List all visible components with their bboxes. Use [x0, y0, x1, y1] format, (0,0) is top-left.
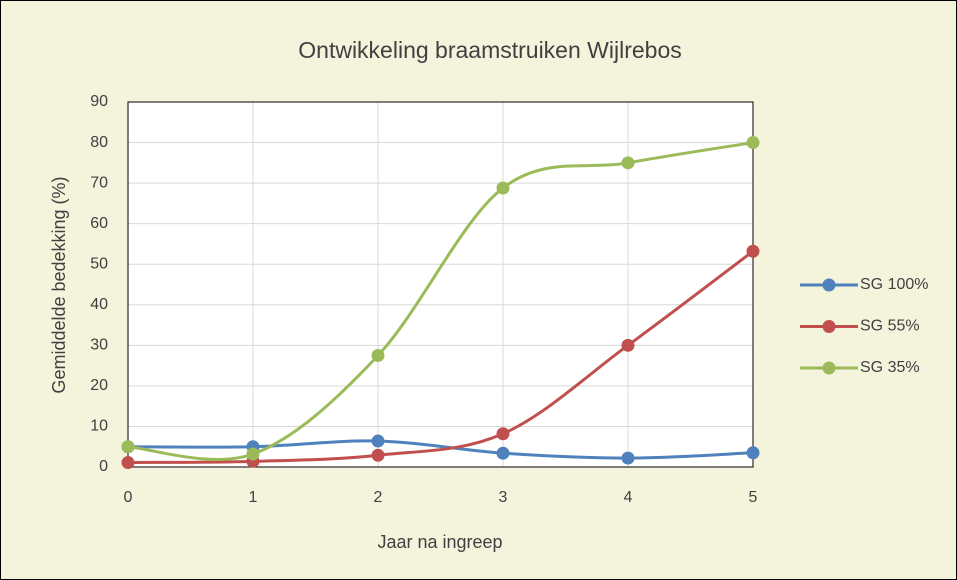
x-tick-label: 1	[249, 489, 258, 506]
marker	[371, 448, 385, 462]
x-tick-label: 0	[124, 489, 133, 506]
y-axis-label: Gemiddelde bedekking (%)	[49, 176, 69, 393]
marker	[621, 451, 635, 465]
legend-marker	[822, 278, 836, 292]
y-tick-label: 30	[90, 337, 108, 354]
y-tick-label: 60	[90, 215, 108, 232]
x-axis-label: Jaar na ingreep	[377, 532, 502, 552]
legend-label: SG 100%	[860, 276, 928, 293]
marker	[371, 434, 385, 448]
y-tick-label: 70	[90, 174, 108, 191]
marker	[371, 348, 385, 362]
plot-border	[127, 101, 754, 468]
x-tick-label: 5	[749, 489, 758, 506]
series-line	[126, 141, 755, 461]
plot-area	[128, 102, 753, 467]
series-line	[126, 249, 755, 465]
legend-marker	[822, 361, 836, 375]
x-tick-label: 2	[374, 489, 383, 506]
marker	[746, 446, 760, 460]
marker	[746, 136, 760, 150]
marker	[621, 338, 635, 352]
y-tick-label: 0	[99, 458, 108, 475]
y-tick-label: 90	[90, 93, 108, 110]
chart-title: Ontwikkeling braamstruiken Wijlrebos	[298, 37, 681, 63]
y-tick-label: 80	[90, 134, 108, 151]
marker	[121, 456, 135, 470]
marker	[496, 181, 510, 195]
y-tick-label: 40	[90, 296, 108, 313]
y-tick-label: 10	[90, 418, 108, 435]
y-tick-label: 20	[90, 377, 108, 394]
marker	[121, 440, 135, 454]
legend-label: SG 35%	[860, 359, 920, 376]
x-tick-label: 4	[624, 489, 633, 506]
marker	[496, 427, 510, 441]
legend-label: SG 55%	[860, 318, 920, 335]
series-line	[126, 439, 755, 460]
marker	[746, 244, 760, 258]
marker	[621, 156, 635, 170]
legend-marker	[822, 320, 836, 333]
y-tick-label: 50	[90, 255, 108, 272]
marker	[246, 447, 260, 461]
marker	[496, 446, 510, 460]
x-tick-label: 3	[499, 489, 508, 506]
